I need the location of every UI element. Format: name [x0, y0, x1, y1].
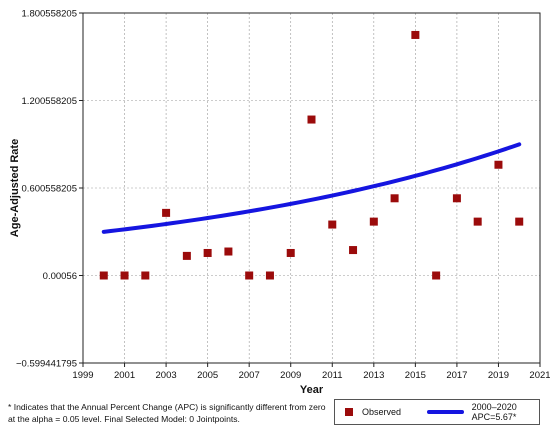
observed-marker-icon [345, 408, 353, 416]
x-tick-label: 2003 [156, 370, 177, 381]
observed-point [411, 30, 420, 39]
x-tick-label: 2013 [363, 370, 384, 381]
legend-trend-label: 2000–2020 APC=5.67* [471, 402, 517, 422]
observed-point [120, 271, 129, 280]
x-tick-label: 2011 [322, 370, 342, 381]
y-tick-label: 0.00056 [43, 271, 77, 282]
observed-point [473, 217, 482, 226]
observed-point [452, 194, 461, 203]
x-tick-label: 2005 [197, 370, 218, 381]
observed-point [349, 246, 358, 255]
x-tick-label: 1999 [72, 370, 93, 381]
y-tick-label: 0.600558205 [22, 184, 77, 195]
footnote-line-1: * Indicates that the Annual Percent Chan… [8, 402, 326, 412]
x-tick-label: 2017 [446, 370, 467, 381]
chart: 1999 2001 2003 2005 2007 2009 2011 2013 2015 2017… [9, 9, 550, 397]
grid-lines [83, 13, 540, 363]
observed-point [99, 271, 108, 280]
observed-point [162, 208, 171, 217]
footnote-line-2: at the alpha = 0.05 level. Final Selecte… [8, 414, 240, 424]
x-tick-label: 2009 [280, 370, 301, 381]
x-tick-label: 2007 [239, 370, 260, 381]
observed-point [141, 271, 150, 280]
y-axis-ticks: −0.599441795 0.00056 0.600558205 1.20055820… [16, 9, 83, 370]
y-tick-label: 1.800558205 [22, 9, 77, 20]
observed-point [224, 247, 233, 256]
legend-observed-label: Observed [362, 407, 402, 417]
y-tick-label: −0.599441795 [16, 359, 77, 370]
y-axis-title: Age-Adjusted Rate [9, 139, 21, 237]
observed-point [369, 217, 378, 226]
observed-point [515, 217, 524, 226]
y-tick-label: 1.200558205 [22, 96, 77, 107]
legend-item-trend: 2000–2020 APC=5.67* [427, 400, 539, 424]
legend-item-observed: Observed [345, 400, 401, 424]
trend-line-marker-icon [427, 410, 464, 414]
trend-line [101, 142, 522, 234]
x-axis-ticks: 1999 2001 2003 2005 2007 2009 2011 2013 2015 2017… [72, 363, 550, 381]
legend: Observed 2000–2020 APC=5.67* [334, 399, 540, 425]
x-tick-label: 2019 [488, 370, 509, 381]
observed-point [265, 271, 274, 280]
x-tick-label: 2001 [114, 370, 135, 381]
observed-point [182, 251, 191, 260]
observed-points [99, 30, 524, 280]
observed-point [432, 271, 441, 280]
observed-point [203, 248, 212, 257]
observed-point [390, 194, 399, 203]
observed-point [245, 271, 254, 280]
observed-point [328, 220, 337, 229]
observed-point [286, 248, 295, 257]
observed-point [494, 160, 503, 169]
observed-point [307, 115, 316, 124]
x-tick-label: 2015 [405, 370, 426, 381]
footnote: * Indicates that the Annual Percent Chan… [8, 401, 328, 425]
x-axis-title: Year [300, 384, 324, 396]
x-tick-label: 2021 [529, 370, 550, 381]
